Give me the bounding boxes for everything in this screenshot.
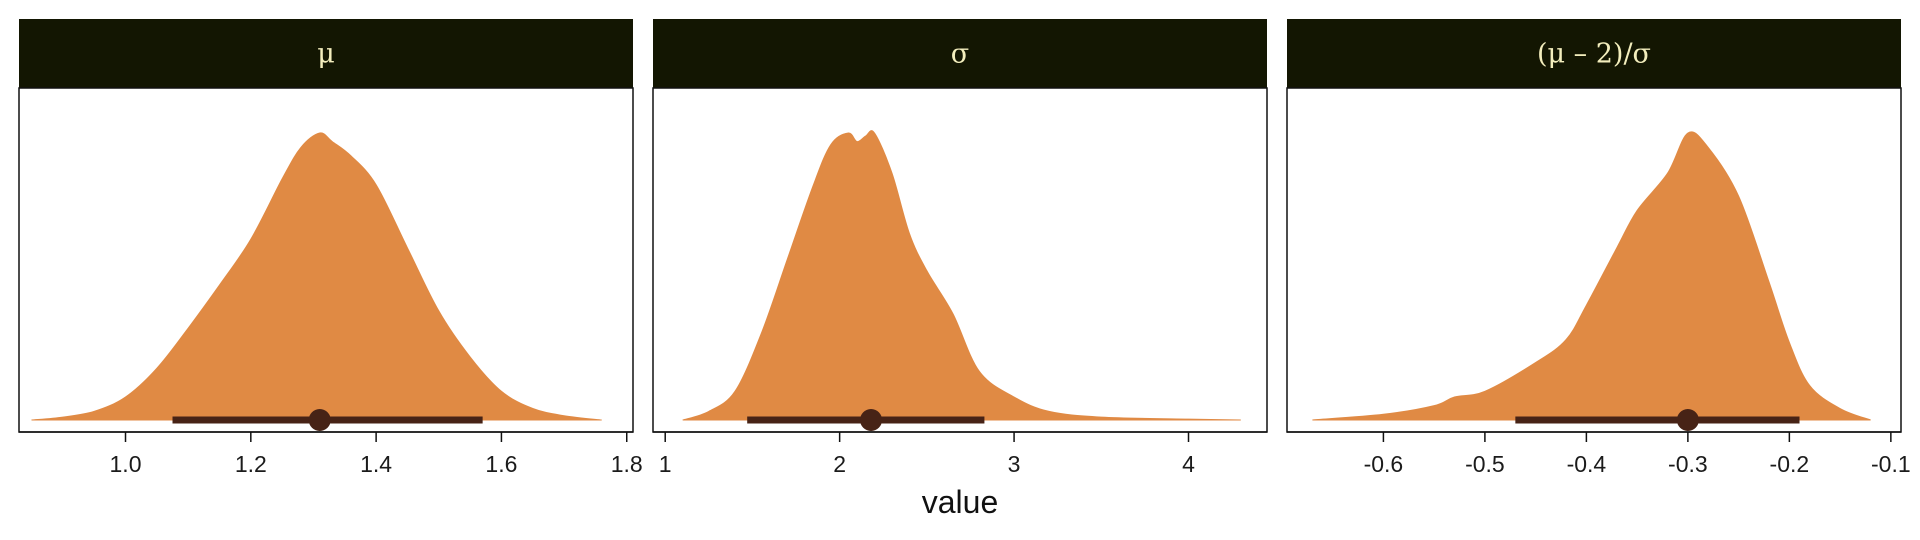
x-tick-label-mu: 1.8 <box>611 451 643 477</box>
panel-mu-minus-2-over-sigma: (μ – 2)/σ -0.6 -0.5 -0.4 -0.3 -0.2 -0.1 <box>1286 19 1911 477</box>
x-tick-label-mu-minus-2-over-sigma: -0.5 <box>1465 451 1505 477</box>
panel-mu: μ 1.0 1.2 1.4 1.6 1.8 <box>18 19 643 477</box>
x-tick-label-mu: 1.4 <box>360 451 392 477</box>
strip-label-mu-minus-2-over-sigma: (μ – 2)/σ <box>1537 39 1651 70</box>
point-estimate-sigma <box>860 409 883 431</box>
x-tick-label-mu: 1.0 <box>110 451 142 477</box>
panels-group: μ 1.0 1.2 1.4 1.6 1.8 σ 1 2 3 4 (μ – 2)/σ -0.6 -0.5 -0… <box>18 19 1911 477</box>
x-tick-label-mu-minus-2-over-sigma: -0.3 <box>1668 451 1708 477</box>
x-tick-label-sigma: 1 <box>659 451 672 477</box>
x-axis-title: value <box>922 484 999 520</box>
x-tick-label-sigma: 4 <box>1182 451 1195 477</box>
density-area-mu-minus-2-over-sigma <box>1312 131 1871 421</box>
density-area-mu <box>31 132 602 421</box>
x-tick-label-mu-minus-2-over-sigma: -0.4 <box>1567 451 1607 477</box>
point-estimate-mu <box>308 409 331 431</box>
strip-background-mu <box>19 19 633 88</box>
strip-background-mu-minus-2-over-sigma <box>1287 19 1901 88</box>
point-estimate-mu-minus-2-over-sigma <box>1676 409 1699 431</box>
x-tick-label-mu: 1.6 <box>485 451 517 477</box>
density-area-sigma <box>682 130 1241 421</box>
strip-label-mu: μ <box>317 39 335 70</box>
x-tick-label-sigma: 3 <box>1008 451 1021 477</box>
strip-background-sigma <box>653 19 1267 88</box>
x-tick-label-sigma: 2 <box>833 451 846 477</box>
x-tick-label-mu-minus-2-over-sigma: -0.2 <box>1770 451 1810 477</box>
x-tick-label-mu-minus-2-over-sigma: -0.1 <box>1871 451 1911 477</box>
strip-label-sigma: σ <box>951 39 969 70</box>
x-tick-label-mu: 1.2 <box>235 451 267 477</box>
x-tick-label-mu-minus-2-over-sigma: -0.6 <box>1364 451 1404 477</box>
panel-sigma: σ 1 2 3 4 <box>652 19 1268 477</box>
